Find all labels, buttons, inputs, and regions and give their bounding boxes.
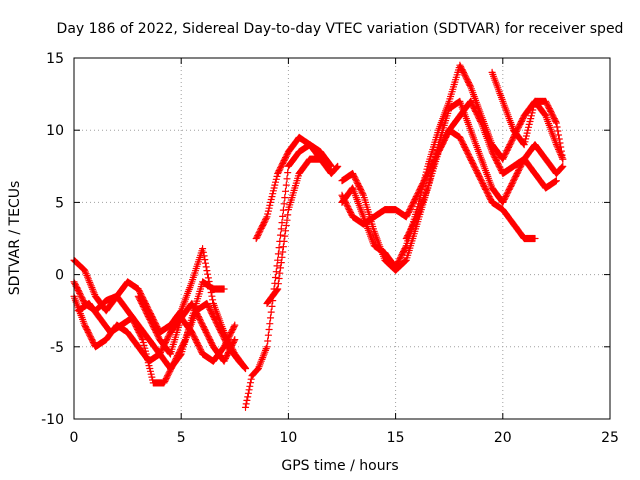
x-tick-label: 10	[279, 430, 297, 446]
axis-ticks: 0 5 10 15 20 25 -10 -5 0 5 10 15	[41, 51, 619, 446]
chart-title: Day 186 of 2022, Sidereal Day-to-day VTE…	[57, 21, 624, 37]
series-markers	[74, 299, 250, 387]
x-tick-label: 5	[177, 430, 186, 446]
plot-frame	[73, 57, 611, 420]
series-markers	[263, 155, 325, 308]
data-series	[74, 299, 250, 387]
y-axis-label: SDTVAR / TECUs	[7, 181, 23, 296]
data-series	[488, 68, 567, 163]
series-markers	[338, 97, 567, 274]
x-tick-label: 25	[601, 430, 619, 446]
series-markers	[134, 292, 239, 365]
x-tick-label: 15	[387, 430, 405, 446]
y-tick-label: 15	[46, 51, 64, 67]
x-tick-label: 20	[494, 430, 512, 446]
y-tick-label: 0	[55, 268, 64, 284]
series-markers	[402, 97, 560, 243]
data-series-layer	[70, 61, 567, 411]
y-tick-label: 5	[55, 195, 64, 211]
x-axis-label: GPS time / hours	[281, 458, 398, 474]
data-series	[402, 97, 560, 243]
y-tick-label: 10	[46, 123, 64, 139]
y-tick-label: -10	[41, 412, 64, 428]
data-series	[263, 155, 325, 308]
series-markers	[488, 68, 567, 163]
data-series	[338, 97, 567, 274]
data-series	[134, 292, 239, 365]
y-tick-label: -5	[50, 340, 64, 356]
x-tick-label: 0	[70, 430, 79, 446]
